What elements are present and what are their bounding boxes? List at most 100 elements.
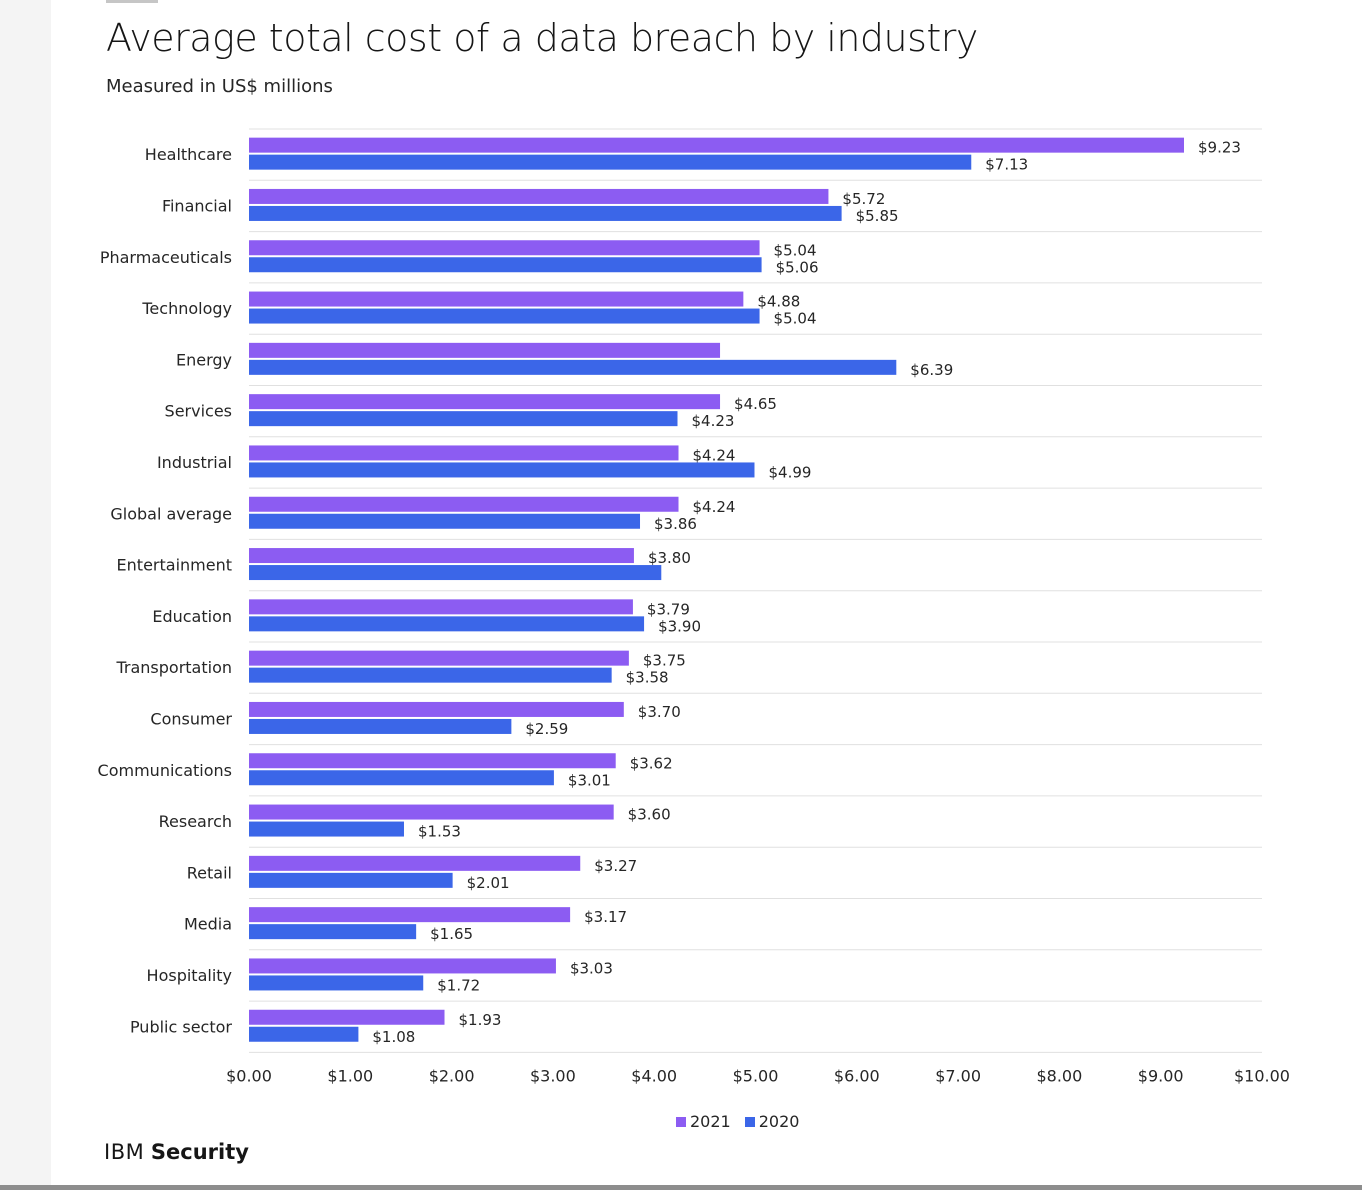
- bar-2020: [249, 924, 417, 940]
- bar-2020: [249, 718, 512, 734]
- category-label: Public sector: [130, 1017, 232, 1036]
- bar-2021: [249, 599, 633, 615]
- data-label-2020: $1.08: [372, 1028, 415, 1046]
- bar-2021: [249, 342, 721, 358]
- bar-2021: [249, 240, 760, 256]
- x-tick-label: $2.00: [429, 1067, 475, 1086]
- category-label: Media: [184, 915, 232, 934]
- data-label-2021: $5.72: [842, 190, 885, 208]
- x-tick-label: $1.00: [327, 1067, 373, 1086]
- data-label-2021: $3.60: [628, 806, 671, 824]
- x-tick-label: $8.00: [1036, 1067, 1082, 1086]
- category-label: Financial: [162, 196, 232, 215]
- bar-2020: [249, 359, 897, 375]
- category-label: Global average: [110, 504, 232, 523]
- data-label-2021: $4.65: [734, 395, 777, 413]
- data-label-2020: $3.90: [658, 617, 701, 635]
- data-label-2021: $3.27: [594, 857, 637, 875]
- data-label-2020: $5.04: [774, 310, 817, 328]
- bar-2020: [249, 770, 554, 786]
- data-label-2020: $3.01: [568, 771, 611, 789]
- category-label: Communications: [98, 761, 232, 780]
- data-label-2021: $1.93: [459, 1011, 502, 1029]
- data-label-2020: $2.59: [525, 720, 568, 738]
- data-label-2020: $2.01: [467, 874, 510, 892]
- bar-2020: [249, 975, 424, 991]
- legend-label-2020: 2020: [758, 1112, 800, 1131]
- bar-2021: [249, 548, 634, 564]
- data-label-2020: $4.99: [768, 463, 811, 481]
- legend-label-2021: 2021: [690, 1112, 731, 1131]
- bar-2021: [249, 701, 624, 717]
- bar-2021: [249, 496, 679, 512]
- category-label: Entertainment: [117, 556, 232, 575]
- bar-2020: [249, 1026, 359, 1042]
- category-label: Pharmaceuticals: [100, 248, 232, 267]
- bar-2021: [249, 753, 616, 769]
- bar-2021: [249, 137, 1184, 153]
- data-label-2020: $1.53: [418, 823, 461, 841]
- brand-name-light: IBM: [104, 1140, 145, 1164]
- data-label-2021: $4.88: [757, 293, 800, 311]
- x-tick-label: $10.00: [1234, 1067, 1290, 1086]
- category-label: Technology: [141, 299, 232, 318]
- bar-2021: [249, 907, 571, 923]
- ibm-security-logo: IBM Security: [104, 1140, 249, 1164]
- brand-name-bold: Security: [150, 1140, 249, 1164]
- bar-2020: [249, 411, 678, 427]
- bar-2020: [249, 308, 760, 324]
- data-label-2020: $5.85: [856, 207, 899, 225]
- bar-2020: [249, 667, 612, 683]
- bar-2020: [249, 616, 645, 632]
- data-label-2021: $3.75: [643, 652, 686, 670]
- legend-swatch-2021: [676, 1116, 686, 1127]
- bar-2020: [249, 462, 755, 478]
- data-label-2021: $3.17: [584, 908, 627, 926]
- data-label-2020: $1.72: [437, 976, 480, 994]
- category-label: Retail: [187, 863, 232, 882]
- bar-chart: Healthcare $9.23 $7.13 Financial $5.72$5.85 P…: [98, 128, 1290, 1086]
- bar-2021: [249, 445, 679, 461]
- bar-2021: [249, 291, 744, 307]
- x-tick-label: $7.00: [935, 1067, 981, 1086]
- page-header-fragment: [106, 0, 158, 3]
- x-tick-label: $3.00: [530, 1067, 576, 1086]
- category-label: Consumer: [150, 709, 232, 728]
- bar-2021: [249, 1009, 445, 1025]
- bar-2020: [249, 257, 762, 273]
- data-label-2021: $3.62: [630, 754, 673, 772]
- x-tick-label: $4.00: [631, 1067, 677, 1086]
- bar-2020: [249, 872, 453, 888]
- legend-swatch-2020: [744, 1116, 755, 1127]
- category-label: Healthcare: [145, 145, 232, 164]
- data-label-2020: $1.65: [430, 925, 473, 943]
- chart-subtitle: Measured in US$ millions: [106, 76, 333, 97]
- category-label: Hospitality: [147, 966, 232, 985]
- bar-2020: [249, 205, 842, 221]
- legend-item-2020: 2020: [744, 1112, 800, 1131]
- data-label-2021: $4.24: [693, 446, 736, 464]
- legend-item-2021: 2021: [676, 1112, 731, 1131]
- bar-2021: [249, 394, 721, 410]
- x-tick-label: $6.00: [834, 1067, 880, 1086]
- chart-title: Average total cost of a data breach by i…: [106, 16, 978, 60]
- bar-2021: [249, 650, 629, 666]
- bar-2020: [249, 821, 404, 837]
- data-label-2020: $3.58: [626, 669, 669, 687]
- data-label-2020: $4.23: [691, 412, 734, 430]
- bottom-rule: [0, 1185, 1362, 1190]
- data-label-2021: $9.23: [1198, 139, 1241, 157]
- bar-2021: [249, 958, 556, 974]
- category-label: Services: [165, 402, 232, 421]
- category-label: Research: [159, 812, 232, 831]
- data-label-2021: $3.70: [638, 703, 681, 721]
- bar-2021: [249, 804, 614, 820]
- data-label-2021: $4.24: [693, 498, 736, 516]
- bar-2020: [249, 565, 662, 581]
- x-tick-label: $5.00: [733, 1067, 779, 1086]
- category-label: Education: [152, 607, 232, 626]
- category-label: Energy: [176, 350, 232, 369]
- bar-2020: [249, 154, 972, 170]
- left-gutter: [0, 0, 51, 1190]
- category-label: Industrial: [157, 453, 232, 472]
